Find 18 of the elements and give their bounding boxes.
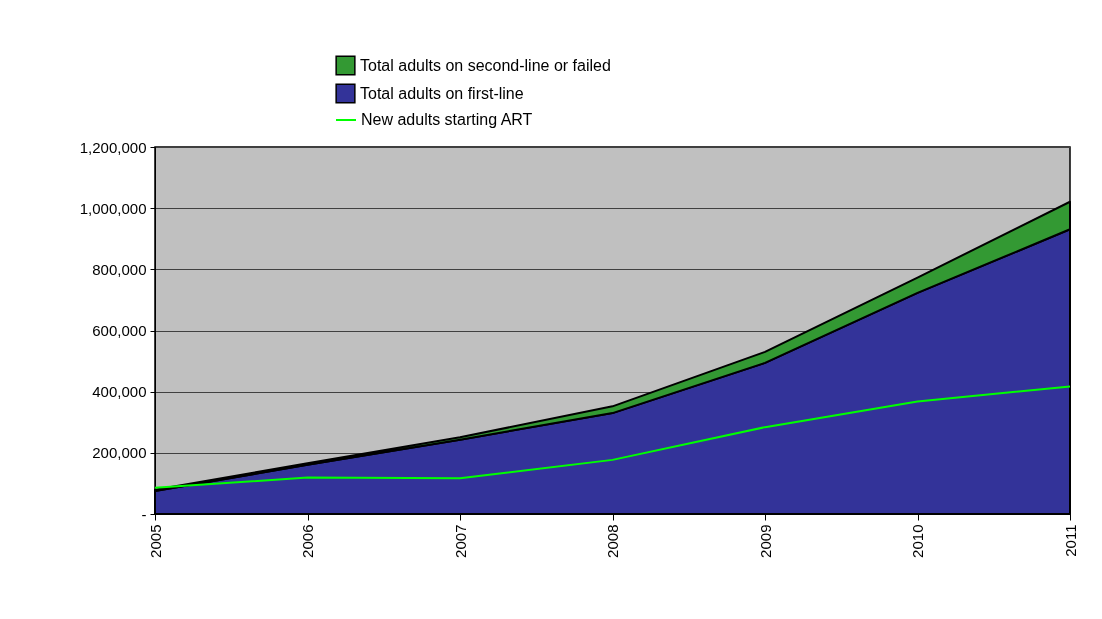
x-tick-label: 2008 — [604, 524, 621, 558]
y-tick-label: 1,200,000 — [79, 138, 147, 156]
y-tick-label: 200,000 — [92, 444, 147, 462]
x-tick-label: 2009 — [756, 524, 774, 558]
x-tick-label: 2005 — [146, 524, 164, 558]
y-tick-label: - — [141, 505, 147, 523]
legend-label: Total adults on second-line or failed — [360, 56, 611, 74]
y-tick-label: 1,000,000 — [79, 199, 147, 217]
legend-label: New adults starting ART — [361, 111, 533, 128]
x-tick-label: 2010 — [909, 524, 926, 558]
x-tick-label: 2007 — [451, 524, 469, 558]
line-series — [154, 385, 1071, 489]
x-tick-label: 2011 — [1061, 524, 1079, 557]
y-tick-label: 800,000 — [92, 260, 147, 278]
y-tick-label: 400,000 — [92, 383, 147, 401]
y-tick-label: 600,000 — [92, 322, 147, 339]
x-tick-label: 2006 — [299, 524, 316, 558]
legend-label: Total adults on first-line — [360, 84, 524, 102]
